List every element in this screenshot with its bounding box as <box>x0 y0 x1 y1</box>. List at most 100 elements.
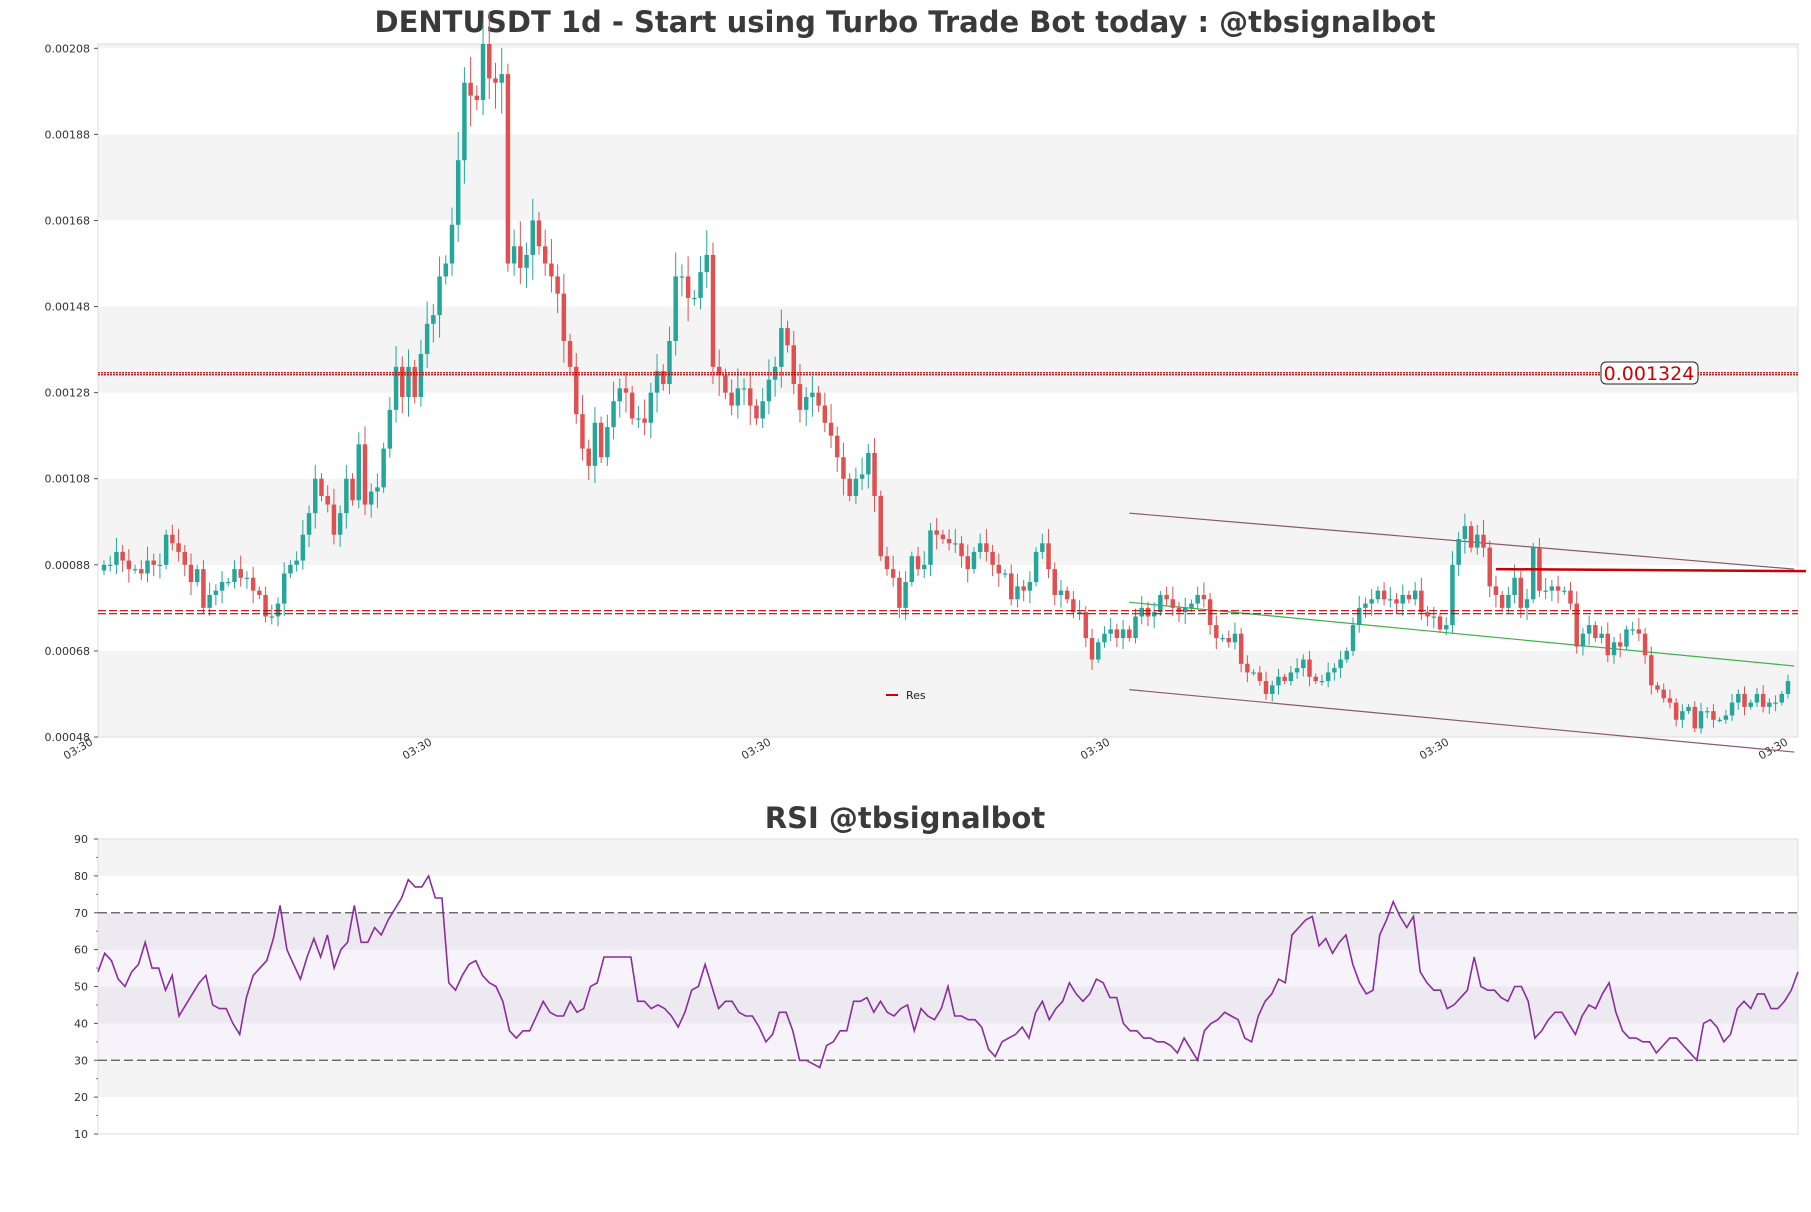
candle-body <box>1493 586 1499 595</box>
candle-body <box>1624 629 1629 647</box>
candle-body <box>1456 539 1461 565</box>
candle-body <box>1530 547 1536 600</box>
candle-body <box>1381 590 1387 600</box>
candle-body <box>1711 711 1716 720</box>
candle-body <box>1294 668 1300 673</box>
candle-body <box>1760 693 1766 707</box>
candle-body <box>1512 577 1517 595</box>
candle-body <box>1717 719 1722 721</box>
rsi-chart-title: RSI @tbsignalbot <box>765 801 1046 835</box>
candle-body <box>362 444 368 505</box>
candle-body <box>1742 693 1747 707</box>
candle-body <box>163 534 169 565</box>
resistance-lines <box>98 372 1807 615</box>
candle-body <box>1176 607 1182 613</box>
candle-body <box>424 323 430 354</box>
candle-body <box>592 422 598 466</box>
price-y-axis: 0.00048 0.00068 0.00088 0.00108 0.00128 0.001… <box>45 42 98 744</box>
candle-body <box>828 422 834 436</box>
candle-body <box>598 422 604 458</box>
candle-body <box>971 551 977 570</box>
candle-body <box>1642 633 1648 656</box>
candle-body <box>139 569 144 574</box>
candle-body <box>1487 547 1492 587</box>
candle-body <box>561 293 567 341</box>
candle-body <box>1083 612 1089 638</box>
candle-body <box>1058 590 1064 595</box>
candle-body <box>1636 629 1642 634</box>
candle-body <box>586 448 591 466</box>
candle-body <box>1089 638 1095 660</box>
y-tick-label: 0.00128 <box>45 387 91 400</box>
candle-body <box>1450 564 1455 626</box>
candle-body <box>1686 706 1691 712</box>
candle-body <box>1704 711 1710 713</box>
candle-body <box>487 44 492 79</box>
candle-body <box>574 366 579 415</box>
candle-body <box>723 375 728 393</box>
candle-body <box>1257 672 1263 682</box>
y-tick-label: 0.00168 <box>45 214 91 227</box>
candle-body <box>1437 616 1443 630</box>
candle-body <box>368 491 374 505</box>
candle-body <box>480 44 486 100</box>
candle-body <box>468 82 473 96</box>
candle-body <box>1549 586 1555 591</box>
candle-body <box>1475 534 1480 548</box>
candle-body <box>915 556 921 570</box>
rsi-tick-label: 20 <box>74 1091 88 1104</box>
candle-body <box>1344 650 1350 660</box>
price-band <box>98 306 1798 393</box>
candle-body <box>567 341 573 367</box>
candle-body <box>443 263 449 277</box>
candle-body <box>735 388 741 406</box>
rsi-threshold-lines <box>98 912 1798 1061</box>
candle-body <box>1779 693 1785 703</box>
candle-body <box>1139 607 1144 617</box>
price-tag-box <box>1600 361 1699 385</box>
rsi-tick-label: 70 <box>74 907 88 920</box>
candle-body <box>990 551 995 565</box>
candle-body <box>965 556 970 570</box>
candle-body <box>1009 573 1014 600</box>
candle-body <box>1431 616 1437 618</box>
candle-body <box>959 543 964 557</box>
candle-body <box>909 556 915 583</box>
y-tick-label: 0.00068 <box>45 645 91 658</box>
candle-body <box>381 448 386 488</box>
candle-body <box>1214 625 1219 638</box>
candle-body <box>1425 612 1430 617</box>
candle-body <box>953 543 958 545</box>
candle-body <box>1593 625 1598 638</box>
candle-body <box>151 560 156 565</box>
candle-body <box>1661 689 1666 699</box>
main-chart-title: DENTUSDT 1d - Start using Turbo Trade Bo… <box>375 5 1436 39</box>
candle-body <box>1145 607 1151 617</box>
candle-body <box>1562 590 1567 592</box>
candle-body <box>859 474 865 479</box>
candle-body <box>1611 642 1617 656</box>
candle-body <box>1183 607 1188 613</box>
candle-body <box>542 246 548 264</box>
candle-body <box>393 366 399 410</box>
candle-body <box>1245 663 1250 673</box>
price-tag: 0.001324 <box>1600 361 1699 385</box>
candle-body <box>176 543 181 552</box>
rsi-tick-label: 60 <box>74 944 88 957</box>
candle-body <box>1356 607 1362 626</box>
candle-body <box>331 504 337 535</box>
price-plot-frame <box>97 43 1799 738</box>
candle-body <box>462 82 467 161</box>
candle-body <box>1325 672 1331 682</box>
candle-body <box>903 582 908 608</box>
y-tick-label: 0.00048 <box>45 731 91 744</box>
candle-body <box>1077 612 1082 614</box>
candle-body <box>928 530 933 565</box>
channel-lower-line <box>1129 689 1795 753</box>
candle-body <box>797 384 803 410</box>
candle-body <box>1307 659 1312 677</box>
candle-body <box>847 478 852 496</box>
candle-body <box>835 435 840 458</box>
candle-body <box>611 401 616 428</box>
candle-body <box>132 569 138 571</box>
